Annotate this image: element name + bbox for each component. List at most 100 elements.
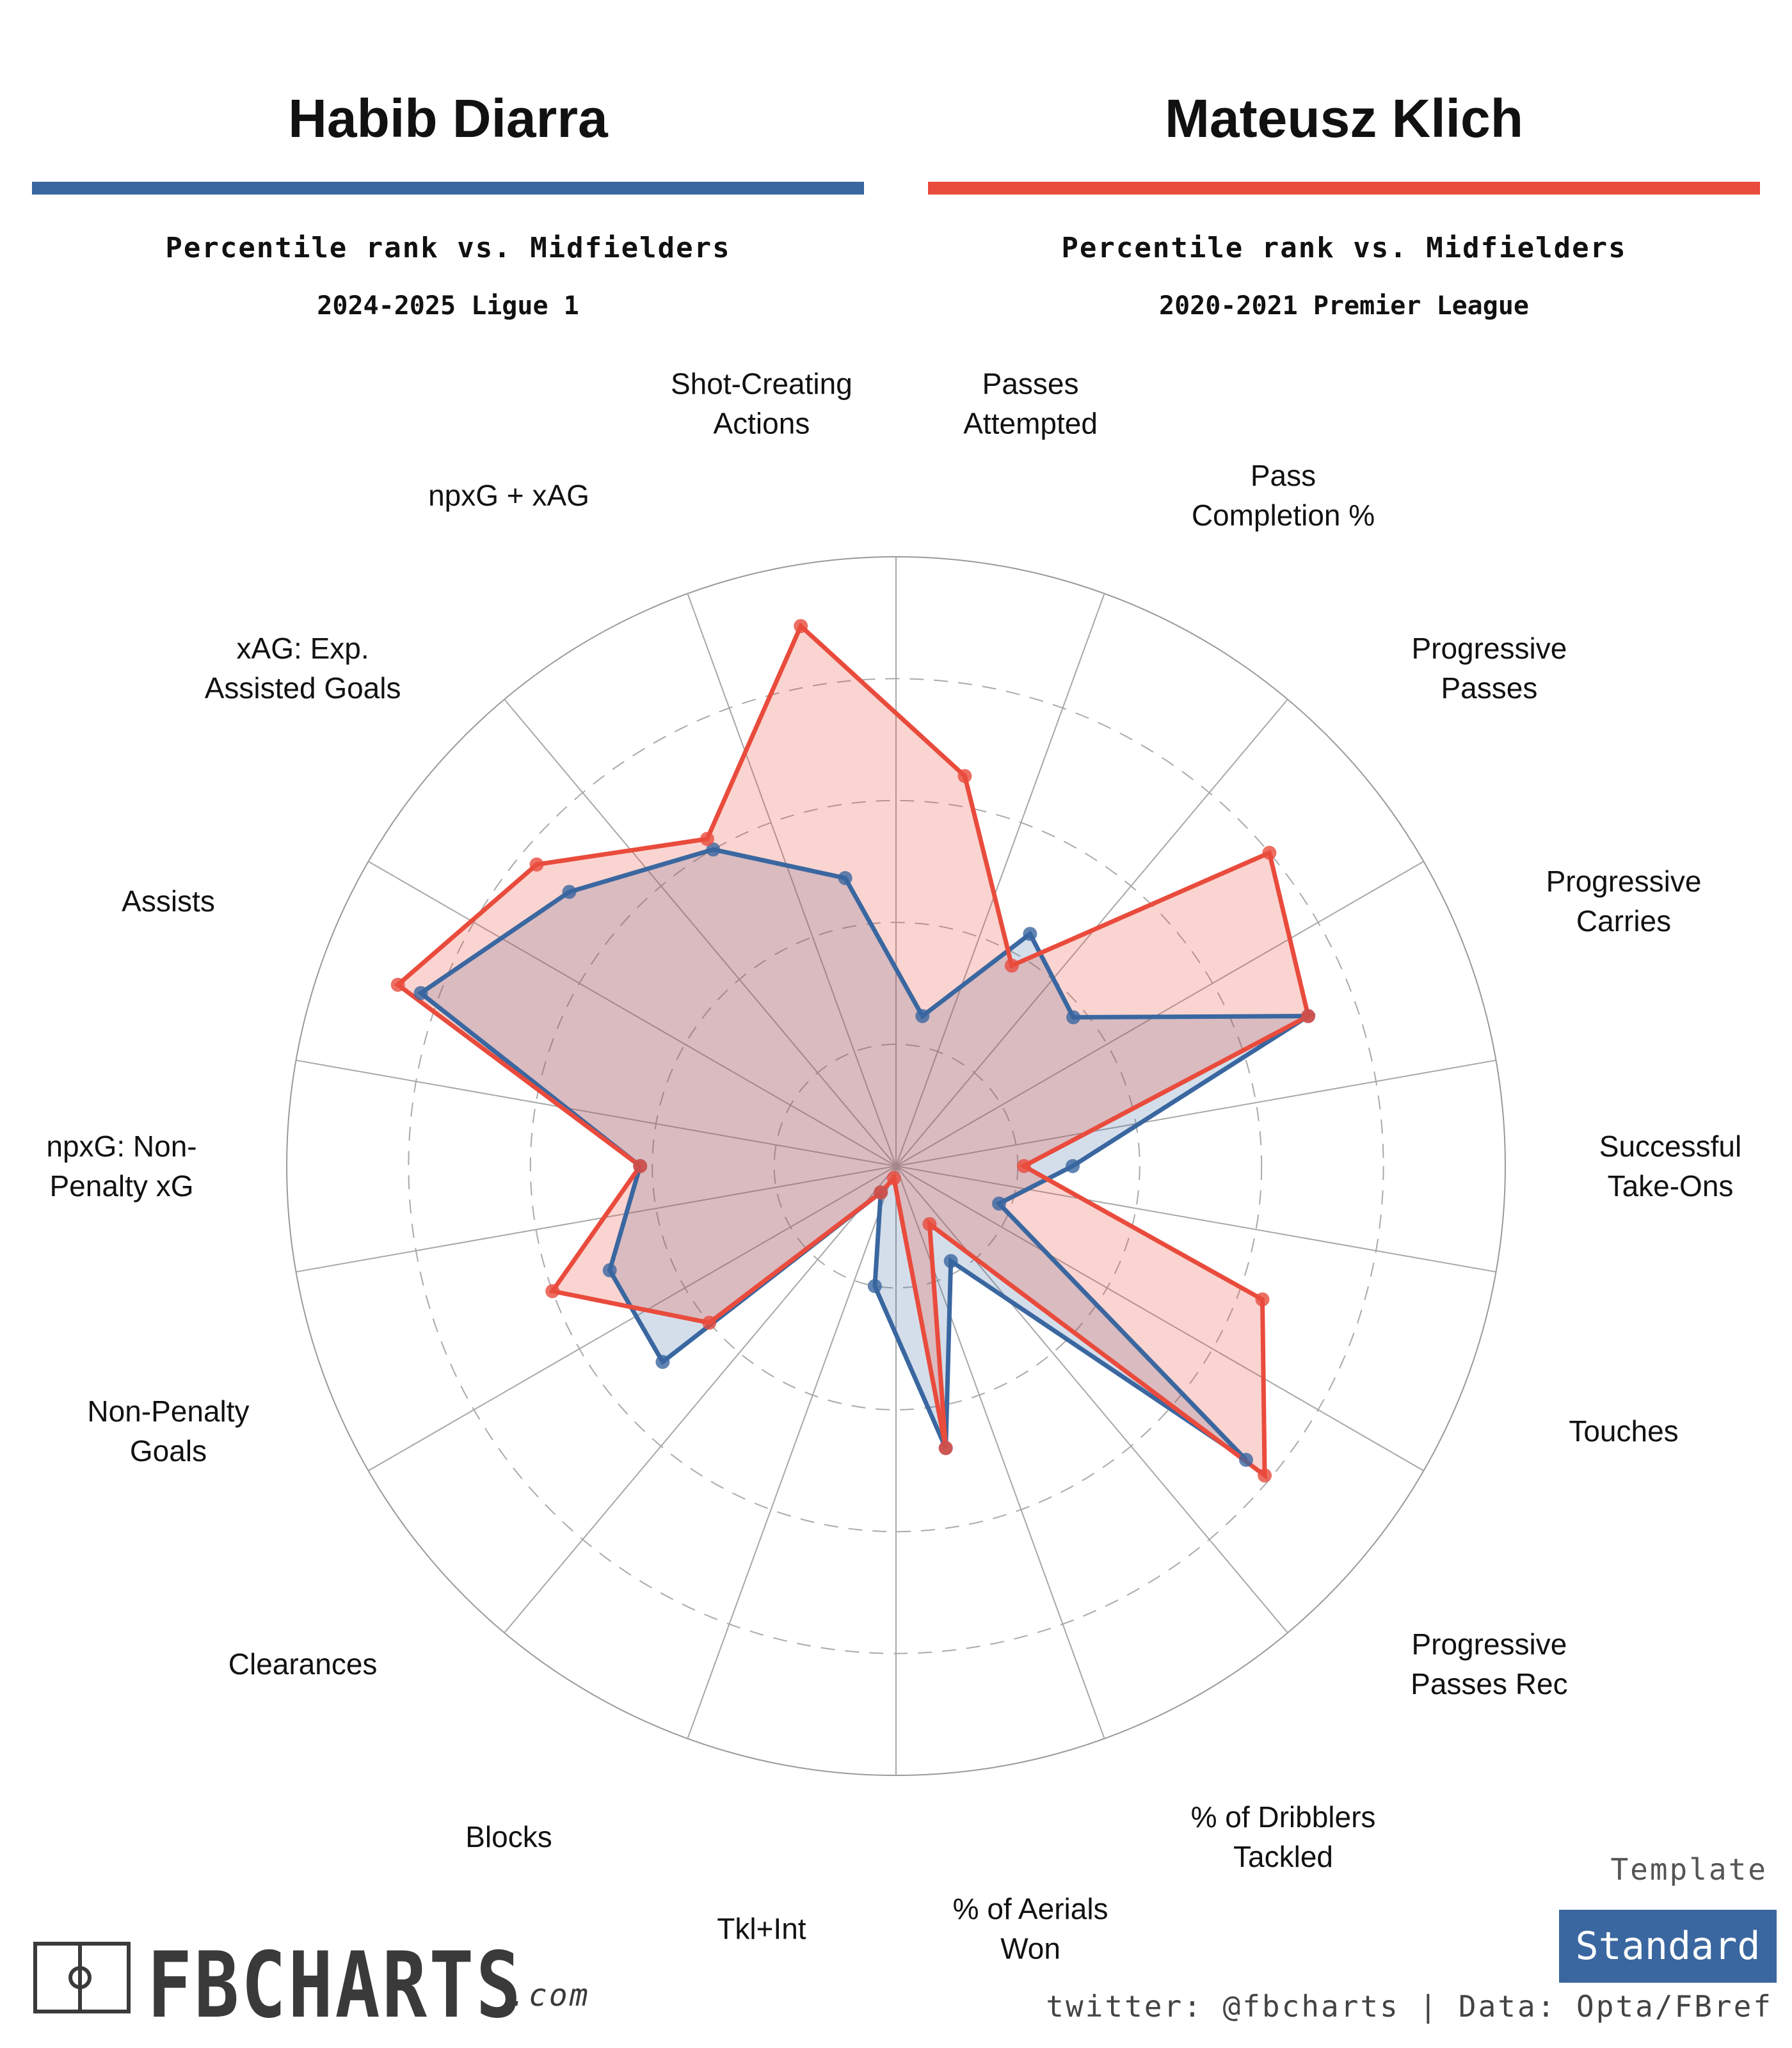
player1-season: 2024-2025 Ligue 1 <box>317 291 579 321</box>
player1-subtitle: Percentile rank vs. Midfielders <box>165 232 731 264</box>
radar-spoke-2 <box>895 593 1105 1167</box>
axis-label-15: Assists <box>122 884 215 918</box>
axis-label-line: Shot-Creating <box>671 367 852 400</box>
player1-header: Habib Diarra Percentile rank vs. Midfiel… <box>32 83 864 321</box>
axis-label-6: Touches <box>1569 1414 1678 1448</box>
axis-label-line: Carries <box>1576 904 1671 938</box>
logo-text: FBCHARTS <box>147 1933 524 2038</box>
axis-label-line: Take-Ons <box>1608 1169 1734 1203</box>
template-badge: Standard <box>1559 1910 1777 1983</box>
axis-label-line: Progressive <box>1411 632 1567 665</box>
radar-spoke-15 <box>296 1059 897 1167</box>
axis-label-line: Passes Rec <box>1411 1667 1567 1700</box>
axis-label-5: Successful Take-Ons <box>1599 1130 1741 1203</box>
radar-spoke-18 <box>687 593 897 1167</box>
series-1-point-7 <box>1239 1453 1253 1467</box>
series-1-point-3 <box>1066 1010 1081 1025</box>
axis-label-10: Tkl+Int <box>717 1912 806 1946</box>
series-2-area <box>397 626 1309 1476</box>
radar-spoke-16 <box>368 861 897 1167</box>
axis-label-line: npxG: Non- <box>46 1130 196 1163</box>
series-2-point-12 <box>702 1315 717 1330</box>
pitch-icon <box>33 1942 131 2013</box>
series-2-point-14 <box>633 1159 648 1173</box>
axis-label-8: % of Dribblers Tackled <box>1191 1800 1376 1873</box>
series-1-point-17 <box>706 842 721 857</box>
logo-suffix: .com <box>508 1978 590 2013</box>
axis-label-line: xAG: Exp. <box>237 632 369 665</box>
player2-name: Mateusz Klich <box>1164 88 1524 148</box>
axis-label-line: Actions <box>713 406 810 440</box>
axis-label-line: Assisted Goals <box>205 671 401 705</box>
series-2-point-9 <box>938 1441 953 1455</box>
series-2-point-15 <box>390 977 405 992</box>
axis-label-line: npxG + xAG <box>428 479 589 512</box>
series-1-point-15 <box>413 986 428 1000</box>
radar-spoke-7 <box>895 1165 1424 1471</box>
series-1-point-12 <box>655 1355 670 1369</box>
series-2-point-4 <box>1301 1009 1316 1023</box>
axis-label-line: Passes <box>982 367 1079 400</box>
radar-spoke-4 <box>895 861 1424 1167</box>
radar-spoke-6 <box>895 1165 1496 1273</box>
axis-label-14: npxG: Non- Penalty xG <box>46 1130 196 1203</box>
axis-label-line: Tackled <box>1233 1840 1333 1873</box>
series-1-point-10 <box>867 1279 882 1293</box>
series-2-point-8 <box>922 1217 937 1231</box>
radar-spoke-8 <box>895 1165 1288 1633</box>
axis-label-line: Attempted <box>963 406 1098 440</box>
series-2-point-18 <box>794 619 808 634</box>
series-1-point-2 <box>1023 927 1037 941</box>
series-1-point-18 <box>838 871 852 885</box>
axis-label-17: npxG + xAG <box>428 479 589 512</box>
credits: twitter: @fbcharts | Data: Opta/FBref <box>1046 1989 1773 2024</box>
series-2-point-17 <box>700 831 714 846</box>
axis-label-13: Non-Penalty Goals <box>87 1395 249 1468</box>
template-label: Template <box>1610 1852 1768 1887</box>
series-2-point-16 <box>529 857 544 872</box>
series-1-point-13 <box>602 1263 617 1277</box>
player1-name: Habib Diarra <box>288 88 608 148</box>
radar-spoke-14 <box>296 1165 897 1273</box>
radar-spoke-13 <box>368 1165 897 1471</box>
axis-label-line: Clearances <box>228 1647 378 1681</box>
axis-label-12: Clearances <box>228 1647 378 1681</box>
player2-season: 2020-2021 Premier League <box>1159 291 1529 321</box>
series-1-point-16 <box>562 884 577 899</box>
axis-label-line: Pass <box>1251 459 1316 492</box>
axis-label-line: Progressive <box>1411 1628 1567 1661</box>
axis-label-line: Tkl+Int <box>717 1912 806 1946</box>
radar-series <box>390 619 1316 1483</box>
axis-label-line: Passes <box>1441 671 1537 705</box>
axis-label-line: % of Aerials <box>953 1892 1108 1926</box>
axis-label-line: Successful <box>1599 1130 1741 1163</box>
axis-label-line: Blocks <box>465 1820 552 1853</box>
player2-subtitle: Percentile rank vs. Midfielders <box>1061 232 1627 264</box>
axis-label-16: xAG: Exp. Assisted Goals <box>205 632 401 705</box>
axis-label-line: Completion % <box>1192 499 1375 532</box>
series-2-point-3 <box>1262 845 1277 860</box>
axis-label-line: Goals <box>130 1434 207 1468</box>
axis-label-line: Progressive <box>1546 865 1702 898</box>
series-1-point-6 <box>992 1196 1006 1211</box>
radar-axis-labels: Passes Attempted Pass Completion % Progressi… <box>46 367 1741 1965</box>
series-2-point-10 <box>886 1171 901 1185</box>
axis-label-2: Pass Completion % <box>1192 459 1375 532</box>
axis-label-4: Progressive Carries <box>1546 865 1702 938</box>
radar-spoke-11 <box>687 1165 897 1739</box>
series-1-point-5 <box>1066 1159 1080 1173</box>
axis-label-18: Shot-Creating Actions <box>671 367 852 440</box>
axis-label-11: Blocks <box>465 1820 552 1853</box>
axis-label-line: Penalty xG <box>50 1169 194 1203</box>
series-1-point-8 <box>943 1254 958 1268</box>
series-2-point-11 <box>874 1185 888 1200</box>
axis-label-7: Progressive Passes Rec <box>1411 1628 1567 1700</box>
series-2-point-7 <box>1258 1468 1272 1483</box>
axis-label-line: % of Dribblers <box>1191 1800 1376 1834</box>
radar-spoke-5 <box>895 1059 1496 1167</box>
radar-spoke-12 <box>504 1165 897 1633</box>
radar-spoke-17 <box>504 699 897 1167</box>
axis-label-line: Non-Penalty <box>87 1395 249 1428</box>
player2-color-bar <box>928 182 1760 195</box>
